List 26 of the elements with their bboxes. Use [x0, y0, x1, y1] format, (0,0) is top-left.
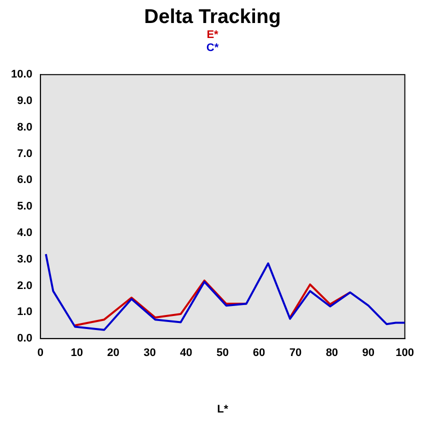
x-tick-label: 20 — [107, 347, 120, 360]
text: C* — [205, 42, 220, 55]
x-tick-label: 50 — [216, 347, 229, 360]
text: E* — [206, 29, 220, 42]
y-tick-label: 0.0 — [17, 332, 32, 345]
y-tick-label: 9.0 — [17, 95, 32, 108]
x-tick-label: 100 — [396, 347, 414, 360]
y-tick-label: 2.0 — [17, 280, 32, 292]
y-tick-label: 6.0 — [17, 174, 32, 186]
x-tick-label: 40 — [180, 347, 192, 360]
x-tick-label: 30 — [144, 347, 156, 360]
x-tick-label: 90 — [362, 347, 375, 360]
y-tick-label: 5.0 — [17, 200, 32, 213]
x-tick-label: 80 — [326, 347, 338, 360]
y-tick-label: 3.0 — [17, 253, 32, 266]
x-tick-label: 70 — [289, 347, 302, 360]
y-tick-label: 4.0 — [17, 227, 32, 240]
y-tick-label: 8.0 — [17, 121, 32, 134]
y-tick-label: 7.0 — [17, 148, 32, 160]
x-tick-label: 10 — [70, 347, 83, 360]
chart-title: Delta Tracking — [143, 6, 282, 29]
y-tick-label: 1.0 — [17, 306, 32, 318]
x-axis-title: L* — [217, 403, 229, 416]
y-tick-label: 10.0 — [10, 68, 32, 81]
x-tick-label: 60 — [252, 347, 266, 360]
x-tick-label: 0 — [37, 347, 44, 360]
